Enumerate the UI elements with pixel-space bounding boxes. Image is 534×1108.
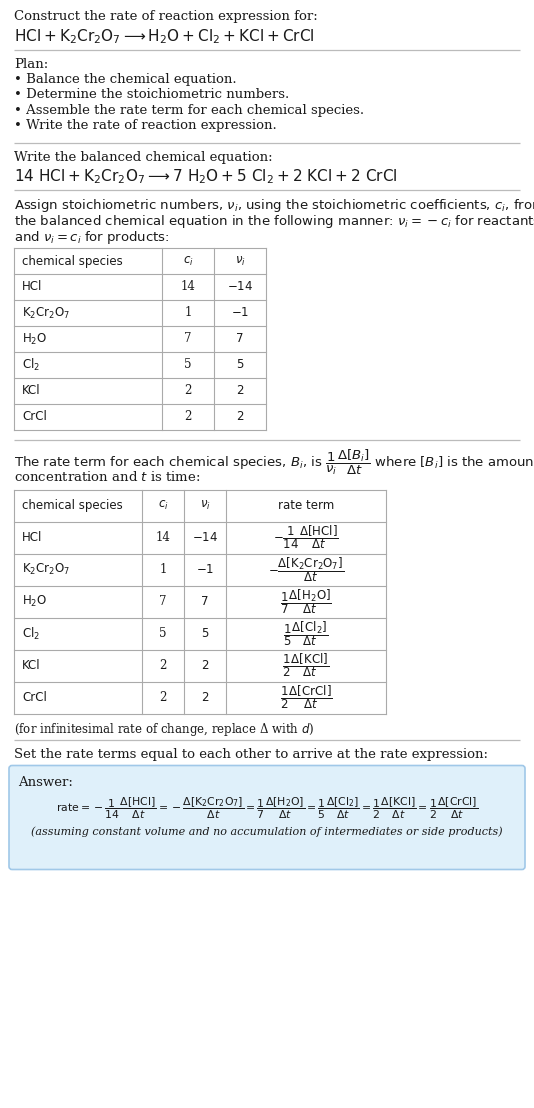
Text: chemical species: chemical species	[22, 255, 123, 267]
Text: 1: 1	[159, 563, 167, 576]
Text: Write the balanced chemical equation:: Write the balanced chemical equation:	[14, 151, 273, 164]
Text: 2: 2	[159, 659, 167, 671]
Text: 5: 5	[237, 359, 244, 371]
Text: 1: 1	[184, 307, 192, 319]
Text: 7: 7	[236, 332, 244, 346]
Text: 7: 7	[201, 595, 209, 608]
Text: $-\dfrac{\Delta[\mathrm{K_2Cr_2O_7}]}{\Delta t}$: $-\dfrac{\Delta[\mathrm{K_2Cr_2O_7}]}{\D…	[268, 555, 344, 584]
Text: $\mathrm{K_2Cr_2O_7}$: $\mathrm{K_2Cr_2O_7}$	[22, 562, 70, 577]
Text: $\mathrm{Cl_2}$: $\mathrm{Cl_2}$	[22, 625, 40, 642]
Text: $-1$: $-1$	[231, 307, 249, 319]
Text: $\dfrac{1}{2}\dfrac{\Delta[\mathrm{CrCl}]}{\Delta t}$: $\dfrac{1}{2}\dfrac{\Delta[\mathrm{CrCl}…	[280, 684, 332, 711]
Text: 5: 5	[184, 359, 192, 371]
Text: 5: 5	[159, 627, 167, 640]
Text: $-1$: $-1$	[196, 563, 214, 576]
Text: $\mathrm{H_2O}$: $\mathrm{H_2O}$	[22, 331, 47, 347]
Text: • Determine the stoichiometric numbers.: • Determine the stoichiometric numbers.	[14, 89, 289, 102]
Text: rate term: rate term	[278, 499, 334, 512]
Text: 7: 7	[159, 595, 167, 608]
Text: $\mathrm{rate} = -\dfrac{1}{14}\dfrac{\Delta[\mathrm{HCl}]}{\Delta t} = -\dfrac{: $\mathrm{rate} = -\dfrac{1}{14}\dfrac{\D…	[56, 796, 478, 821]
Text: $\nu_i$: $\nu_i$	[234, 255, 246, 267]
Text: • Assemble the rate term for each chemical species.: • Assemble the rate term for each chemic…	[14, 104, 364, 117]
Text: 14: 14	[155, 531, 170, 544]
Text: Answer:: Answer:	[18, 777, 73, 790]
Text: (for infinitesimal rate of change, replace Δ with $d$): (for infinitesimal rate of change, repla…	[14, 720, 315, 738]
Text: CrCl: CrCl	[22, 410, 47, 423]
Text: KCl: KCl	[22, 659, 41, 671]
Text: 2: 2	[184, 410, 192, 423]
Text: $c_i$: $c_i$	[183, 255, 193, 267]
Text: and $\nu_i = c_i$ for products:: and $\nu_i = c_i$ for products:	[14, 228, 170, 246]
Text: 2: 2	[236, 410, 244, 423]
Text: Construct the rate of reaction expression for:: Construct the rate of reaction expressio…	[14, 10, 318, 23]
Text: 2: 2	[201, 659, 209, 671]
Text: 2: 2	[184, 384, 192, 398]
Text: $\dfrac{1}{7}\dfrac{\Delta[\mathrm{H_2O}]}{\Delta t}$: $\dfrac{1}{7}\dfrac{\Delta[\mathrm{H_2O}…	[280, 587, 332, 616]
Text: $\mathrm{14\ HCl + K_2Cr_2O_7 \longrightarrow 7\ H_2O + 5\ Cl_2 + 2\ KCl + 2\ Cr: $\mathrm{14\ HCl + K_2Cr_2O_7 \longright…	[14, 167, 398, 186]
Text: $\mathrm{K_2Cr_2O_7}$: $\mathrm{K_2Cr_2O_7}$	[22, 306, 70, 320]
Text: $\nu_i$: $\nu_i$	[200, 499, 210, 512]
Text: $\dfrac{1}{5}\dfrac{\Delta[\mathrm{Cl_2}]}{\Delta t}$: $\dfrac{1}{5}\dfrac{\Delta[\mathrm{Cl_2}…	[284, 619, 328, 648]
Text: KCl: KCl	[22, 384, 41, 398]
Text: Set the rate terms equal to each other to arrive at the rate expression:: Set the rate terms equal to each other t…	[14, 748, 488, 761]
Text: Assign stoichiometric numbers, $\nu_i$, using the stoichiometric coefficients, $: Assign stoichiometric numbers, $\nu_i$, …	[14, 197, 534, 215]
Text: (assuming constant volume and no accumulation of intermediates or side products): (assuming constant volume and no accumul…	[31, 825, 503, 837]
Text: $-14$: $-14$	[227, 280, 253, 294]
Text: 2: 2	[236, 384, 244, 398]
Text: 2: 2	[159, 691, 167, 704]
Text: CrCl: CrCl	[22, 691, 47, 704]
Text: $\dfrac{1}{2}\dfrac{\Delta[\mathrm{KCl}]}{\Delta t}$: $\dfrac{1}{2}\dfrac{\Delta[\mathrm{KCl}]…	[282, 652, 329, 679]
Text: $c_i$: $c_i$	[158, 499, 168, 512]
Text: concentration and $t$ is time:: concentration and $t$ is time:	[14, 470, 200, 484]
Text: 5: 5	[201, 627, 209, 640]
Text: 14: 14	[180, 280, 195, 294]
Text: $\mathrm{H_2O}$: $\mathrm{H_2O}$	[22, 594, 47, 609]
Text: 2: 2	[201, 691, 209, 704]
Text: Plan:: Plan:	[14, 58, 48, 71]
Text: HCl: HCl	[22, 531, 42, 544]
Text: 7: 7	[184, 332, 192, 346]
Text: $-14$: $-14$	[192, 531, 218, 544]
Text: • Balance the chemical equation.: • Balance the chemical equation.	[14, 73, 237, 86]
Text: $-\dfrac{1}{14}\dfrac{\Delta[\mathrm{HCl}]}{\Delta t}$: $-\dfrac{1}{14}\dfrac{\Delta[\mathrm{HCl…	[273, 524, 339, 552]
Text: • Write the rate of reaction expression.: • Write the rate of reaction expression.	[14, 120, 277, 133]
Text: the balanced chemical equation in the following manner: $\nu_i = -c_i$ for react: the balanced chemical equation in the fo…	[14, 213, 534, 230]
Text: HCl: HCl	[22, 280, 42, 294]
Text: chemical species: chemical species	[22, 499, 123, 512]
Text: $\mathrm{Cl_2}$: $\mathrm{Cl_2}$	[22, 357, 40, 373]
FancyBboxPatch shape	[9, 766, 525, 870]
Text: $\mathrm{HCl + K_2Cr_2O_7 \longrightarrow H_2O + Cl_2 + KCl + CrCl}$: $\mathrm{HCl + K_2Cr_2O_7 \longrightarro…	[14, 28, 315, 47]
Text: The rate term for each chemical species, $B_i$, is $\dfrac{1}{\nu_i}\dfrac{\Delt: The rate term for each chemical species,…	[14, 448, 534, 478]
